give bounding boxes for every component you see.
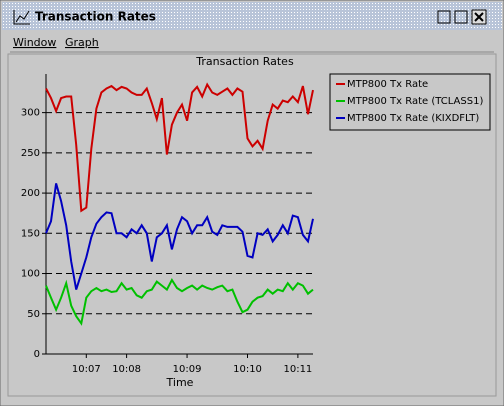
menu-item[interactable]: Graph xyxy=(65,36,99,49)
menu-item[interactable]: Window xyxy=(13,36,56,49)
x-tick-label: 10:11 xyxy=(283,364,312,375)
x-axis-label: Time xyxy=(166,376,194,389)
y-tick-label: 150 xyxy=(21,228,40,239)
x-tick-label: 10:08 xyxy=(112,364,141,375)
window-icon xyxy=(13,10,30,25)
window-title: Transaction Rates xyxy=(35,10,156,24)
legend-label: MTP800 Tx Rate (TCLASS1) xyxy=(347,96,483,107)
series-line xyxy=(45,278,314,326)
minimize-button[interactable] xyxy=(437,10,451,24)
y-tick-label: 250 xyxy=(21,148,40,159)
y-tick-label: 0 xyxy=(34,349,40,360)
maximize-button[interactable] xyxy=(454,10,468,24)
y-tick-label: 50 xyxy=(27,309,40,320)
y-tick-label: 200 xyxy=(21,188,40,199)
x-tick-label: 10:10 xyxy=(233,364,262,375)
x-tick-label: 10:07 xyxy=(72,364,101,375)
y-tick-label: 100 xyxy=(21,269,40,280)
legend xyxy=(329,73,491,131)
legend-label: MTP800 Tx Rate xyxy=(347,79,428,90)
y-tick-label: 300 xyxy=(21,108,40,119)
title-bar xyxy=(2,2,502,30)
series-line xyxy=(45,183,314,290)
chart-title: Transaction Rates xyxy=(195,55,294,68)
legend-label: MTP800 Tx Rate (KIXDFLT) xyxy=(347,113,479,124)
series-line xyxy=(45,82,314,213)
window-buttons[interactable] xyxy=(437,9,487,25)
x-tick-label: 10:09 xyxy=(173,364,202,375)
